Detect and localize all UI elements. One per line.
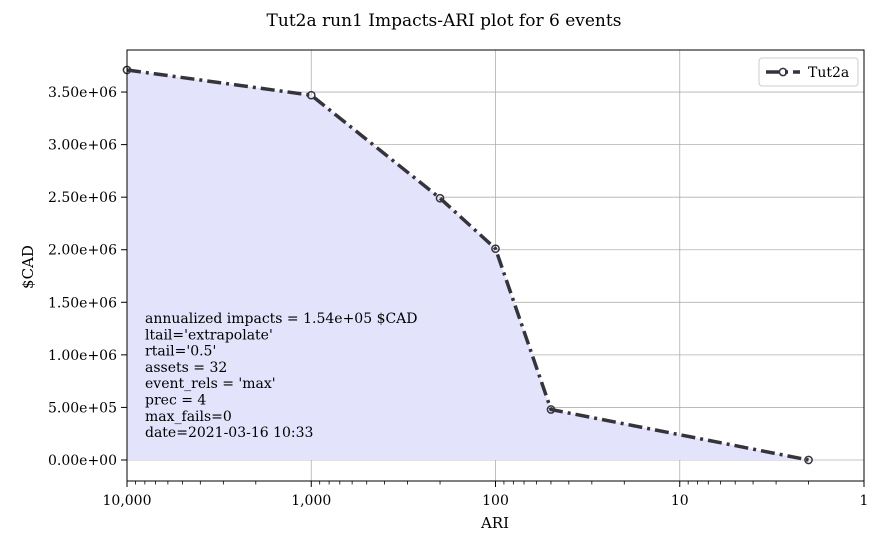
x-tick-label: 10,000 — [103, 493, 152, 509]
annotation-line: date=2021-03-16 10:33 — [145, 425, 313, 441]
y-tick-label: 1.50e+06 — [48, 295, 117, 311]
x-tick-label: 1 — [860, 493, 869, 509]
annotation-line: event_rels = 'max' — [145, 376, 276, 392]
y-tick-label: 3.50e+06 — [48, 85, 117, 101]
legend-label: Tut2a — [808, 65, 849, 81]
annotation-line: annualized impacts = 1.54e+05 $CAD — [145, 311, 418, 327]
annotation-line: rtail='0.5' — [145, 344, 216, 360]
y-axis-ticks: 0.00e+00 5.00e+05 1.00e+06 1.50e+06 2.00e+06… — [48, 85, 127, 469]
y-tick-label: 3.00e+06 — [48, 138, 117, 154]
annotation-line: ltail='extrapolate' — [145, 327, 273, 343]
annotation-line: prec = 4 — [145, 393, 206, 409]
y-tick-label: 2.00e+06 — [48, 243, 117, 259]
data-point-marker — [435, 193, 445, 203]
area-fill — [127, 69, 809, 460]
y-axis-label: $CAD — [19, 245, 37, 289]
x-tick-label: 10 — [671, 493, 689, 509]
series-polyline — [126, 68, 809, 462]
data-point-marker — [306, 90, 316, 100]
area-polygon — [127, 69, 809, 460]
legend-box — [758, 57, 859, 87]
legend: Tut2a — [758, 57, 859, 87]
y-tick-label: 5.00e+05 — [48, 400, 117, 416]
series-line — [126, 68, 809, 462]
y-tick-label: 0.00e+00 — [48, 453, 117, 469]
x-tick-label: 1,000 — [291, 493, 331, 509]
annotation-line: max_fails=0 — [145, 409, 232, 425]
data-point-marker — [491, 244, 500, 254]
data-point-marker — [546, 405, 556, 414]
y-tick-label: 1.00e+06 — [48, 348, 117, 364]
legend-marker-sample — [778, 67, 788, 77]
data-point-marker — [804, 455, 813, 465]
x-axis-label: ARI — [480, 514, 509, 532]
annotation-line: assets = 32 — [145, 360, 227, 376]
y-tick-label: 2.50e+06 — [48, 190, 117, 206]
x-tick-label: 100 — [482, 493, 509, 509]
annotation-block: annualized impacts = 1.54e+05 $CADltail=… — [145, 311, 418, 441]
x-axis-ticks: 10,000 1,000 100 10 1 — [103, 481, 869, 509]
chart-title: Tut2a run1 Impacts-ARI plot for 6 events — [267, 11, 622, 31]
